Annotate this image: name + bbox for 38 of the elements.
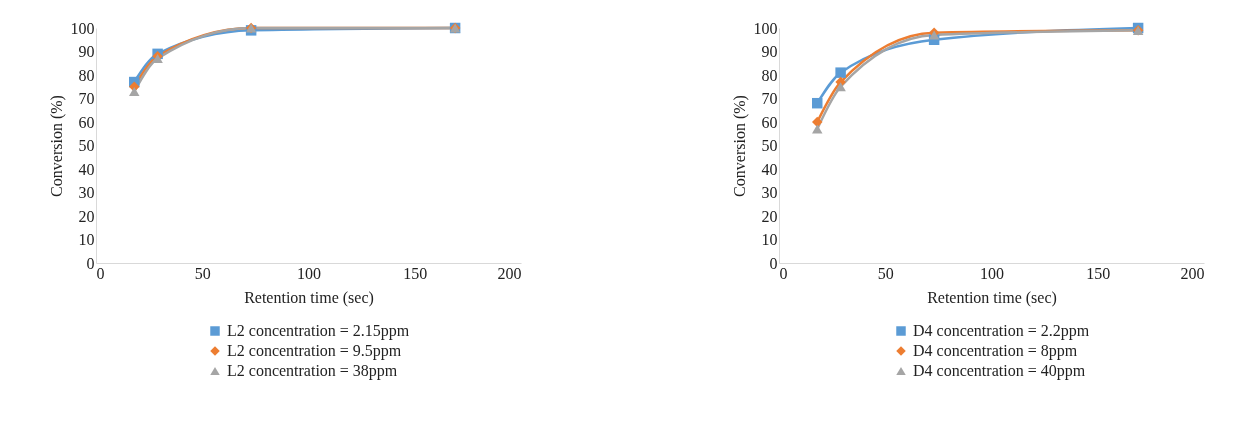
legend-label: D4 concentration = 8ppm: [913, 342, 1078, 360]
legend-label: L2 concentration = 38ppm: [227, 362, 398, 380]
legend-label: D4 concentration = 40ppm: [913, 362, 1086, 380]
x-tick-label: 150: [403, 264, 428, 282]
legend-label: L2 concentration = 9.5ppm: [227, 342, 402, 360]
y-tick-label: 100: [70, 19, 95, 37]
y-tick-label: 70: [761, 90, 778, 107]
y-tick-label: 30: [78, 184, 95, 201]
y-tick-label: 100: [753, 19, 778, 37]
y-tick-label: 10: [78, 231, 95, 248]
x-axis-title: Retention time (sec): [244, 288, 374, 307]
y-tick-label: 40: [761, 160, 778, 178]
x-tick-label: 200: [497, 264, 522, 282]
y-tick-label: 60: [78, 113, 95, 131]
y-axis-title: Conversion (%): [47, 95, 66, 197]
y-tick-label: 80: [78, 66, 95, 84]
x-tick-label: 100: [980, 264, 1004, 282]
y-tick-label: 80: [761, 66, 778, 84]
x-tick-label: 150: [1086, 264, 1111, 282]
y-tick-label: 90: [761, 43, 778, 60]
y-tick-label: 60: [761, 113, 778, 131]
y-axis-title: Conversion (%): [730, 95, 749, 197]
y-tick-label: 90: [78, 43, 95, 60]
y-tick-label: 50: [78, 137, 95, 154]
y-tick-label: 20: [78, 207, 95, 225]
x-tick-label: 50: [877, 264, 894, 282]
legend-label: D4 concentration = 2.2ppm: [913, 322, 1090, 340]
x-tick-label: 200: [1180, 264, 1205, 282]
y-tick-label: 50: [761, 137, 778, 154]
y-tick-label: 70: [78, 90, 95, 107]
y-tick-label: 40: [78, 160, 95, 178]
legend-label: L2 concentration = 2.15ppm: [227, 322, 410, 340]
x-tick-label: 50: [194, 264, 211, 282]
y-tick-label: 30: [761, 184, 778, 201]
x-axis-title: Retention time (sec): [927, 288, 1057, 307]
y-tick-label: 10: [761, 231, 778, 248]
y-tick-label: 20: [761, 207, 778, 225]
x-tick-label: 100: [297, 264, 321, 282]
